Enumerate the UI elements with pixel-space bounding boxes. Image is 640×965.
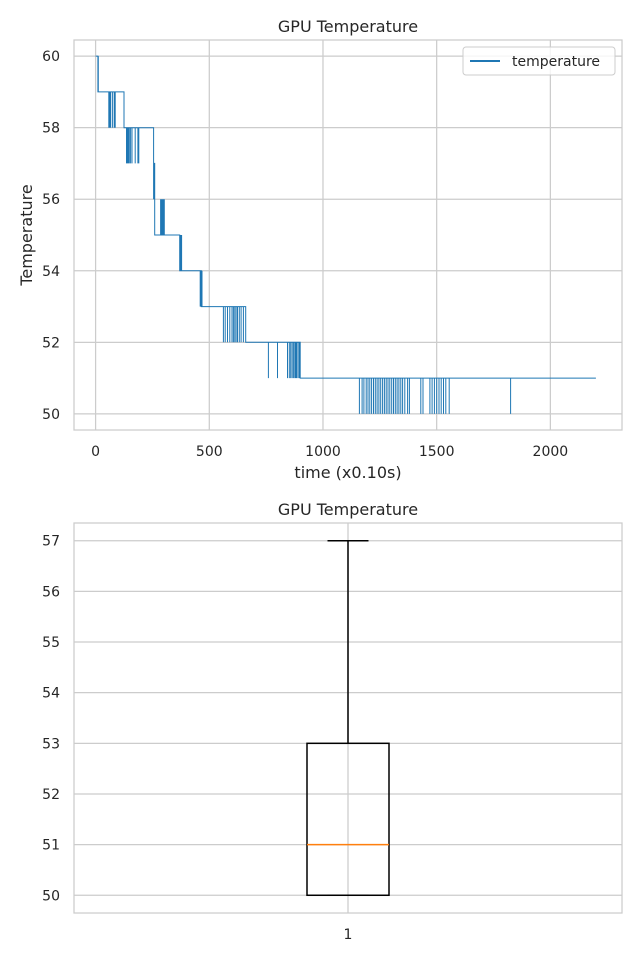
line-chart-xlabel: time (x0.10s) — [294, 463, 401, 482]
y-tick-label: 51 — [42, 838, 60, 854]
x-tick-label: 500 — [196, 444, 223, 460]
temperature-series-line — [95, 55, 596, 414]
y-tick-label: 52 — [42, 787, 60, 803]
line-chart-title: GPU Temperature — [278, 17, 418, 36]
x-tick-label: 1000 — [305, 444, 341, 460]
line-chart-data — [95, 55, 596, 414]
y-tick-label: 56 — [42, 192, 60, 208]
box-chart-spines — [73, 522, 623, 914]
box-plot — [306, 539, 390, 897]
legend: temperature — [462, 46, 616, 76]
y-tick-label: 52 — [42, 335, 60, 351]
box-body — [306, 742, 390, 897]
y-tick-label: 60 — [42, 49, 60, 65]
line-chart: 0 500 1000 1500 2000 50 52 54 56 58 60 GPU Tempera… — [17, 17, 623, 482]
x-tick-label: 1500 — [419, 444, 455, 460]
legend-label-temperature: temperature — [512, 54, 600, 70]
y-tick-label: 50 — [42, 888, 60, 904]
x-tick-label: 0 — [91, 444, 100, 460]
y-tick-label: 56 — [42, 584, 60, 600]
line-chart-ticks: 0 500 1000 1500 2000 50 52 54 56 58 60 — [42, 49, 568, 460]
y-tick-label: 57 — [42, 534, 60, 550]
legend-box — [462, 46, 616, 76]
y-tick-label: 50 — [42, 407, 60, 423]
x-tick-label: 1 — [344, 927, 353, 943]
y-tick-label: 54 — [42, 264, 60, 280]
box-chart-title: GPU Temperature — [278, 500, 418, 519]
x-tick-label: 2000 — [533, 444, 569, 460]
box-chart-ticks: 50 51 52 53 54 55 56 57 1 — [42, 534, 352, 943]
line-chart-ylabel: Temperature — [17, 184, 36, 286]
line-chart-spines — [73, 39, 623, 431]
box-chart: 50 51 52 53 54 55 56 57 1 GPU Temperature — [42, 500, 623, 943]
y-tick-label: 53 — [42, 736, 60, 752]
y-tick-label: 55 — [42, 635, 60, 651]
y-tick-label: 58 — [42, 121, 60, 137]
y-tick-label: 54 — [42, 686, 60, 702]
